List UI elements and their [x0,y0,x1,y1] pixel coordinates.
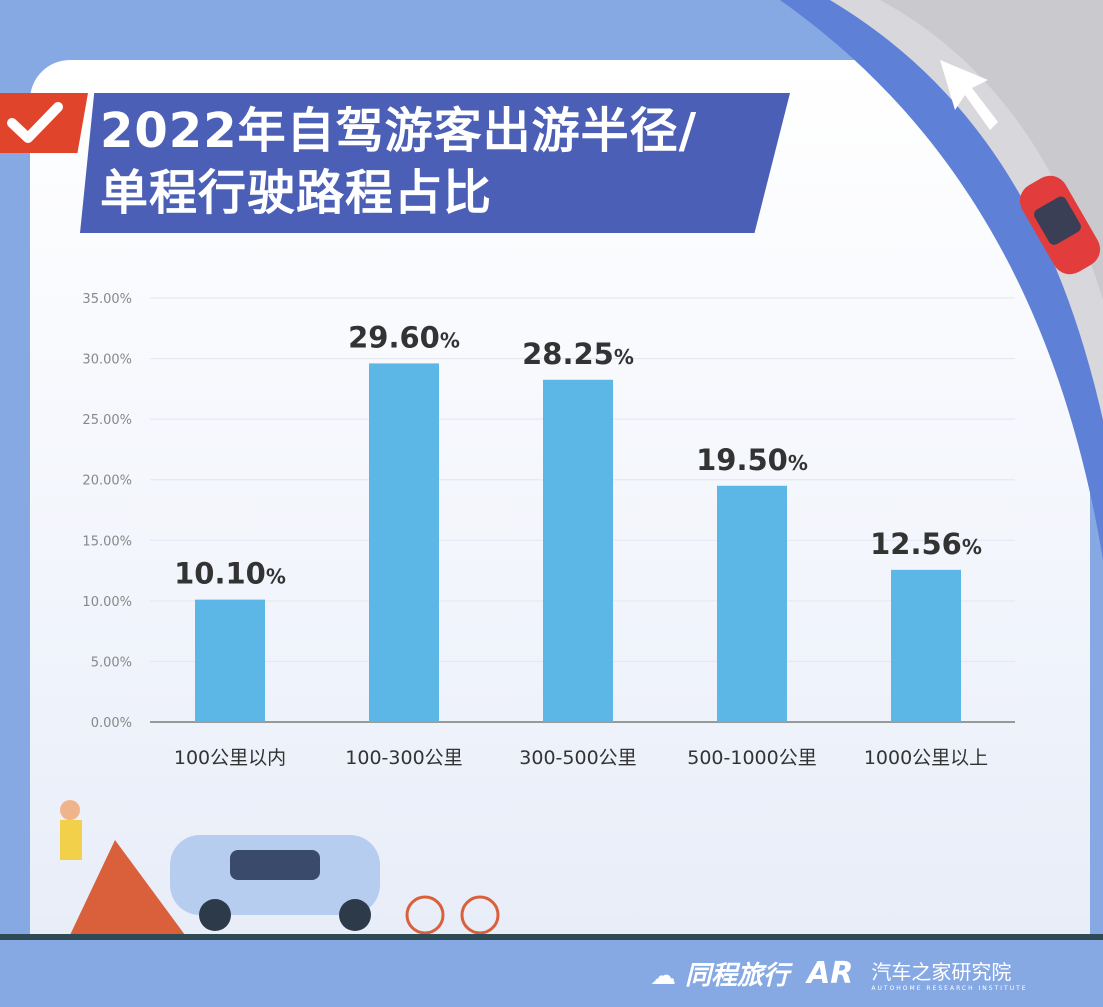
data-label: 19.50% [696,443,808,477]
title-line-2: 单程行驶路程占比 [100,165,493,221]
x-category-label: 100-300公里 [345,747,462,769]
autohome-ar-logo: AR [807,956,854,991]
bar [543,379,613,722]
x-category-label: 100公里以内 [174,747,286,769]
y-tick-label: 35.00% [82,292,132,307]
x-category-label: 500-1000公里 [687,747,816,769]
tongcheng-logo: ☁ 同程旅行 [650,961,790,991]
y-tick-label: 10.00% [82,595,132,610]
arrow-icon [940,60,998,130]
y-tick-label: 0.00% [91,716,132,731]
data-label: 28.25% [522,337,634,371]
camping-illustration [60,800,500,935]
y-tick-label: 5.00% [91,655,132,670]
y-tick-label: 15.00% [82,534,132,549]
data-label: 10.10% [174,557,286,591]
ground-line [0,934,1103,940]
bar [717,485,787,722]
car-icon [1019,175,1101,275]
bar [195,599,265,722]
title-banner [80,93,790,233]
page-title: 2022年自驾游客出游半径/ 单程行驶路程占比 [100,100,697,224]
bar [891,569,961,722]
autohome-research-logo: 汽车之家研究院 AUTOHOME RESEARCH INSTITUTE [871,959,1028,992]
y-tick-label: 30.00% [82,353,132,368]
y-tick-label: 20.00% [82,474,132,489]
data-label: 12.56% [870,527,982,561]
checkmark-icon [7,102,63,143]
footer-logos: ☁ 同程旅行 AR 汽车之家研究院 AUTOHOME RESEARCH INSTI… [650,955,1028,992]
x-category-label: 300-500公里 [519,747,636,769]
y-tick-label: 25.00% [82,413,132,428]
bar-chart: 0.00% 5.00% 10.00% 15.00% 20.00% 25.00% 30.00%… [82,292,1015,769]
x-category-label: 1000公里以上 [864,747,988,769]
data-label: 29.60% [348,320,460,354]
bar [369,363,439,722]
title-line-1: 2022年自驾游客出游半径/ [100,103,698,159]
check-badge [0,93,88,153]
